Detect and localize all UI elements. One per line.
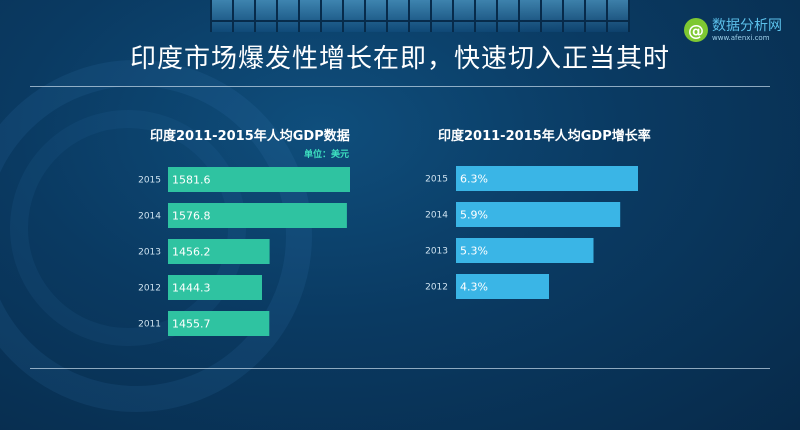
- gdp-tick-label: 2011: [138, 320, 161, 330]
- divider-bottom: [30, 368, 770, 369]
- gdp-data-label: 1456.2: [172, 246, 211, 259]
- page-title: 印度市场爆发性增长在即，快速切入正当其时: [129, 44, 670, 74]
- gdp-data-label: 1444.3: [172, 282, 211, 295]
- growth-chart-bars: 2015 6.3% 2014 5.9% 2013 5.3% 2012 4.3%: [425, 166, 638, 299]
- gdp-tick-label: 2012: [138, 284, 161, 294]
- growth-tick-label: 2015: [425, 175, 448, 185]
- logo: @ 数据分析网 www.afenxi.com: [684, 18, 782, 42]
- growth-bar: [456, 166, 638, 191]
- gdp-chart-bars: 2015 1581.6 2014 1576.8 2013 1456.2 2012 1444.3…: [138, 167, 350, 336]
- gdp-bar: [168, 239, 270, 264]
- growth-tick-label: 2014: [425, 211, 448, 221]
- logo-name: 数据分析网: [712, 17, 782, 34]
- growth-tick-label: 2013: [425, 247, 448, 257]
- growth-bar: [456, 238, 594, 263]
- gdp-bar: [168, 203, 347, 228]
- growth-tick-label: 2012: [425, 283, 448, 293]
- growth-data-label: 5.9%: [460, 209, 488, 222]
- gdp-data-label: 1581.6: [172, 174, 211, 187]
- growth-bar: [456, 202, 621, 227]
- divider-top: [30, 86, 770, 87]
- gdp-chart-title: 印度2011-2015年人均GDP数据: [150, 128, 350, 144]
- gdp-tick-label: 2013: [138, 248, 161, 258]
- gdp-tick-label: 2015: [138, 176, 161, 186]
- gdp-tick-label: 2014: [138, 212, 161, 222]
- logo-url: www.afenxi.com: [712, 33, 770, 42]
- growth-data-label: 6.3%: [460, 173, 488, 186]
- gdp-data-label: 1455.7: [172, 318, 211, 331]
- gdp-bar: [168, 311, 270, 336]
- header-tile-pattern: [210, 0, 630, 32]
- growth-data-label: 4.3%: [460, 281, 488, 294]
- growth-data-label: 5.3%: [460, 245, 488, 258]
- logo-at-icon: @: [684, 18, 708, 42]
- gdp-chart-unit: 单位：美元: [304, 148, 349, 160]
- gdp-data-label: 1576.8: [172, 210, 211, 223]
- gdp-bar: [168, 167, 350, 192]
- gdp-bar: [168, 275, 262, 300]
- growth-chart-title: 印度2011-2015年人均GDP增长率: [438, 128, 651, 144]
- growth-bar: [456, 274, 549, 299]
